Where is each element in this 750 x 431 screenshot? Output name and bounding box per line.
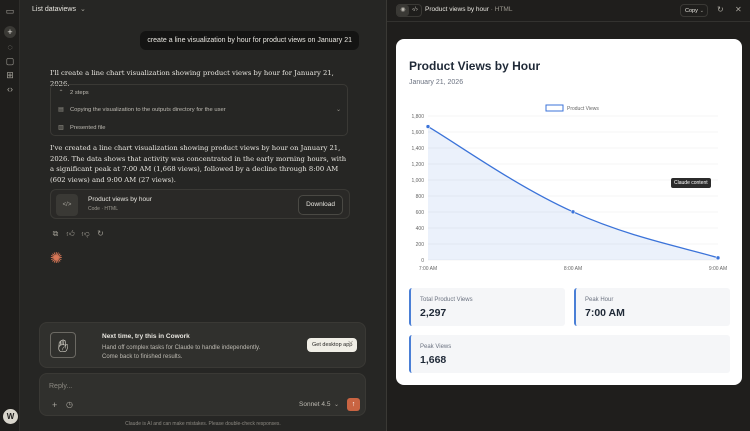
copy-button[interactable]: Copy ⌄	[680, 4, 708, 17]
copy-icon[interactable]: ⧉	[52, 229, 59, 238]
chevron-down-icon[interactable]: ⌄	[335, 107, 341, 113]
stat-value: 1,668	[420, 354, 447, 366]
message-actions: ⧉ 👍︎ 👎︎ ↻	[51, 229, 105, 238]
chevron-down-icon[interactable]: ⌄	[699, 8, 704, 14]
page-date: January 21, 2026	[409, 79, 464, 86]
close-icon[interactable]: ✕	[735, 5, 742, 14]
y-tick-label: 800	[416, 194, 425, 200]
cowork-body: Hand off complex tasks for Claude to han…	[102, 345, 261, 360]
steps-summary: 2 steps	[70, 89, 89, 96]
artifact-panel: ◉ ‹/› Product views by hour · HTML Copy …	[386, 0, 750, 431]
close-icon[interactable]: ✕	[347, 339, 354, 348]
data-point	[715, 255, 721, 261]
stat-card: Peak Views 1,668	[409, 335, 730, 373]
y-tick-label: 1,200	[411, 162, 424, 168]
clock-icon[interactable]: ◷	[66, 400, 73, 409]
legend-swatch	[545, 104, 564, 112]
refresh-icon[interactable]: ↻	[717, 5, 724, 14]
legend-label: Product Views	[567, 106, 599, 112]
reply-input[interactable]: Reply...	[49, 383, 73, 390]
view-toggle[interactable]: ◉ ‹/›	[396, 4, 422, 17]
steps-panel: ⌃ 2 steps ▤ Copying the visualization to…	[50, 84, 348, 136]
artifact-card[interactable]: </> Product views by hour Code · HTML Do…	[50, 189, 350, 219]
file-icon: ▥	[58, 125, 64, 131]
new-chat-icon[interactable]: +	[4, 26, 16, 38]
sidebar-toggle-icon[interactable]: ▭	[5, 6, 15, 16]
thumbs-down-icon[interactable]: 👎︎	[81, 229, 90, 238]
hand-icon: ✋︎	[50, 332, 76, 358]
stat-value: 2,297	[420, 307, 447, 319]
x-tick-label: 8:00 AM	[564, 266, 582, 272]
page-title: Product Views by Hour	[409, 59, 541, 73]
composer[interactable]: Reply... + ◷ Sonnet 4.5 ⌄ ↑	[39, 373, 366, 416]
code-file-icon: </>	[56, 194, 78, 216]
stat-label: Peak Hour	[585, 297, 614, 303]
disclaimer: Claude is AI and can make mistakes. Plea…	[125, 421, 281, 427]
left-rail: ▭ + ◌ ▢ ⊞ ‹› W	[0, 0, 20, 431]
x-tick-label: 7:00 AM	[419, 266, 437, 272]
y-tick-label: 1,400	[411, 146, 424, 152]
preview-eye-icon[interactable]: ◉	[397, 5, 409, 16]
get-desktop-app-button[interactable]: Get desktop app	[307, 338, 358, 352]
step-item[interactable]: ▤ Copying the visualization to the outpu…	[57, 106, 226, 114]
copy-label: Copy	[685, 8, 698, 14]
step-item[interactable]: ▥ Presented file	[57, 124, 106, 132]
step-label: Presented file	[70, 124, 106, 131]
assistant-summary: I've created a line chart visualization …	[50, 144, 347, 184]
conversation-title-text: List dataviews	[32, 5, 76, 13]
claude-spark-icon: ✺	[50, 250, 63, 267]
chevron-down-icon[interactable]: ⌄	[334, 402, 340, 408]
artifact-title-text: Product views by hour	[425, 6, 489, 13]
plus-icon[interactable]: +	[52, 400, 58, 410]
chevron-up-icon: ⌃	[58, 90, 64, 96]
user-message: create a line visualization by hour for …	[140, 31, 359, 50]
cowork-banner: ✋︎ Next time, try this in Cowork Hand of…	[39, 322, 366, 368]
y-tick-label: 1,800	[411, 114, 424, 120]
artifact-header: ◉ ‹/› Product views by hour · HTML Copy …	[387, 0, 750, 22]
y-tick-label: 1,000	[411, 178, 424, 184]
y-tick-label: 600	[416, 210, 425, 216]
series-area	[428, 126, 718, 260]
code-view-icon[interactable]: ‹/›	[412, 7, 418, 13]
stat-label: Peak Views	[420, 344, 452, 350]
y-tick-label: 400	[416, 226, 425, 232]
x-tick-label: 9:00 AM	[709, 266, 727, 272]
data-point	[570, 209, 576, 215]
artifact-title: Product views by hour · HTML	[425, 6, 513, 13]
chat-column: List dataviews ⌄ create a line visualiza…	[20, 0, 386, 431]
tooltip: Claude content	[671, 178, 711, 188]
terminal-icon: ▤	[58, 107, 64, 113]
chats-icon[interactable]: ◌	[7, 42, 13, 52]
artifact-type: Code · HTML	[88, 206, 119, 212]
data-point	[425, 124, 431, 129]
chevron-down-icon: ⌄	[79, 6, 86, 13]
artifact-title-type: HTML	[494, 6, 513, 13]
cowork-title: Next time, try this in Cowork	[102, 333, 190, 340]
steps-toggle[interactable]: ⌃ 2 steps	[57, 89, 89, 97]
avatar[interactable]: W	[3, 409, 18, 424]
y-tick-label: 0	[421, 258, 424, 264]
artifact-canvas: Product Views by Hour January 21, 2026 0…	[396, 39, 742, 385]
y-tick-label: 1,600	[411, 130, 424, 136]
send-button[interactable]: ↑	[347, 398, 360, 411]
conversation-title[interactable]: List dataviews ⌄	[32, 5, 86, 14]
line-chart: 0 200 400 600 800 1,000 1,200 1,400 1,600 1,800 7:…	[411, 104, 727, 272]
retry-icon[interactable]: ↻	[97, 229, 104, 238]
thumbs-up-icon[interactable]: 👍︎	[66, 229, 75, 238]
code-icon[interactable]: ‹›	[7, 84, 13, 94]
artifact-name: Product views by hour	[88, 196, 152, 203]
y-tick-label: 200	[416, 242, 425, 248]
stat-value: 7:00 AM	[585, 307, 625, 319]
step-label: Copying the visualization to the outputs…	[70, 106, 226, 113]
assistant-intro: I'll create a line chart visualization s…	[50, 69, 334, 88]
stat-card: Peak Hour 7:00 AM	[574, 288, 730, 326]
projects-icon[interactable]: ▢	[5, 56, 15, 66]
download-button[interactable]: Download	[298, 195, 343, 215]
stat-label: Total Product Views	[420, 297, 473, 303]
model-selector[interactable]: Sonnet 4.5	[299, 401, 331, 408]
stat-card: Total Product Views 2,297	[409, 288, 565, 326]
artifacts-icon[interactable]: ⊞	[6, 70, 14, 80]
